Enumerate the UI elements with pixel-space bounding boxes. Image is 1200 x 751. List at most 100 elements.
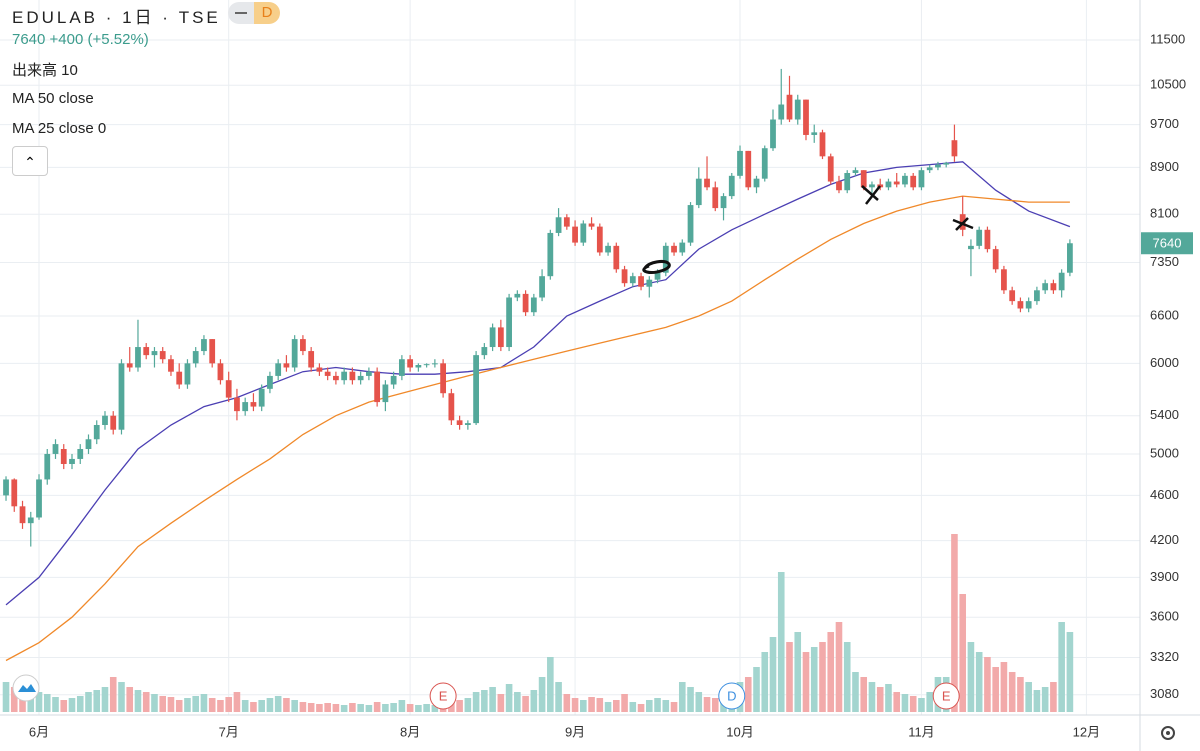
volume-bar [241,700,249,712]
candle-body [1001,269,1007,291]
event-label: D [727,688,736,703]
volume-bar [159,696,167,712]
y-tick-label: 3320 [1150,649,1179,664]
candle-body [333,375,339,381]
volume-bar [299,702,307,712]
volume-bar [101,687,109,712]
candle-body [720,196,727,209]
volume-bar [786,642,793,712]
volume-bar [93,690,101,712]
volume-bar [167,697,175,712]
candle-body [753,178,760,188]
volume-bar [489,687,496,712]
moving-average [5,161,1071,606]
settings-icon[interactable] [1161,726,1175,740]
volume-bar [382,704,389,712]
volume-bar [951,534,958,712]
volume-bar [588,697,595,712]
x-tick-label: 12月 [1073,724,1100,739]
candle-body [201,339,207,352]
volume-bar [580,700,587,712]
candle-body [1067,243,1073,273]
candle-body [918,170,925,188]
volume-bar [571,698,579,712]
candle-body [464,423,471,425]
volume-bar [522,696,529,712]
volume-bar [777,572,785,712]
volume-bar [885,684,892,712]
candle-body [300,339,306,352]
candle-body [811,132,818,135]
volume-bar [217,700,224,712]
candle-body [654,272,661,280]
volume-bar [926,692,933,712]
price-tag [1141,232,1193,255]
volume-bar [1041,687,1049,712]
candle-body [184,363,191,385]
volume-bar [258,700,265,712]
candle-body [613,245,620,270]
volume-bar [225,697,232,712]
candle-body [366,371,372,376]
annotation-cross [861,185,881,205]
candle-body [1042,283,1049,291]
candle-body [836,181,842,191]
candle-body [267,375,273,389]
volume-bar [233,692,241,712]
volume-bar [151,694,158,712]
candle-body [621,269,628,284]
candle-body [926,167,933,171]
candle-body [423,364,430,366]
candle-body [638,276,644,287]
volume-bar [175,700,183,712]
volume-bar [629,702,637,712]
volume-bar [423,704,430,712]
volume-bar [68,698,76,712]
candle-body [1017,301,1024,309]
volume-bar [324,703,331,712]
volume-bar [497,694,505,712]
volume-bar [975,652,983,712]
candle-body [530,297,537,313]
candle-body [1025,301,1032,309]
volume-bar [761,652,769,712]
candle-body [242,402,249,412]
candle-body [69,458,75,464]
volume-bar [753,667,760,712]
volume-bar [678,682,686,712]
candle-body [827,156,834,182]
candle-body [258,388,265,407]
volume-bar [876,687,884,712]
volume-bar [852,672,859,712]
candle-body [737,150,743,176]
volume-bar [431,705,439,712]
volume-bar [192,696,200,712]
candle-body [489,327,496,348]
volume-bar [645,700,653,712]
volume-bar [835,622,843,712]
volume-bar [126,687,134,712]
volume-bar [505,684,513,712]
volume-bar [744,677,752,712]
volume-bar [637,704,645,712]
toggle[interactable] [228,2,254,24]
candle-body [687,205,694,243]
collapse-button[interactable]: ⌃ [12,146,48,176]
volume-bar [1017,677,1024,712]
candle-body [902,175,908,185]
volume-bar [1008,672,1016,712]
volume-bar [1050,682,1057,712]
volume-bar [984,657,991,712]
candle-body [646,279,653,287]
y-tick-label: 3080 [1150,686,1179,701]
candle-body [935,164,941,168]
volume-bar [1066,632,1074,712]
volume-bar [27,690,35,712]
legend-ma25: MA 25 close 0 [12,120,107,137]
candle-body [803,99,809,135]
volume-bar [992,667,999,712]
volume-bar [274,696,282,712]
candle-body [704,178,710,188]
candle-body [588,223,595,227]
candle-body [745,150,752,188]
